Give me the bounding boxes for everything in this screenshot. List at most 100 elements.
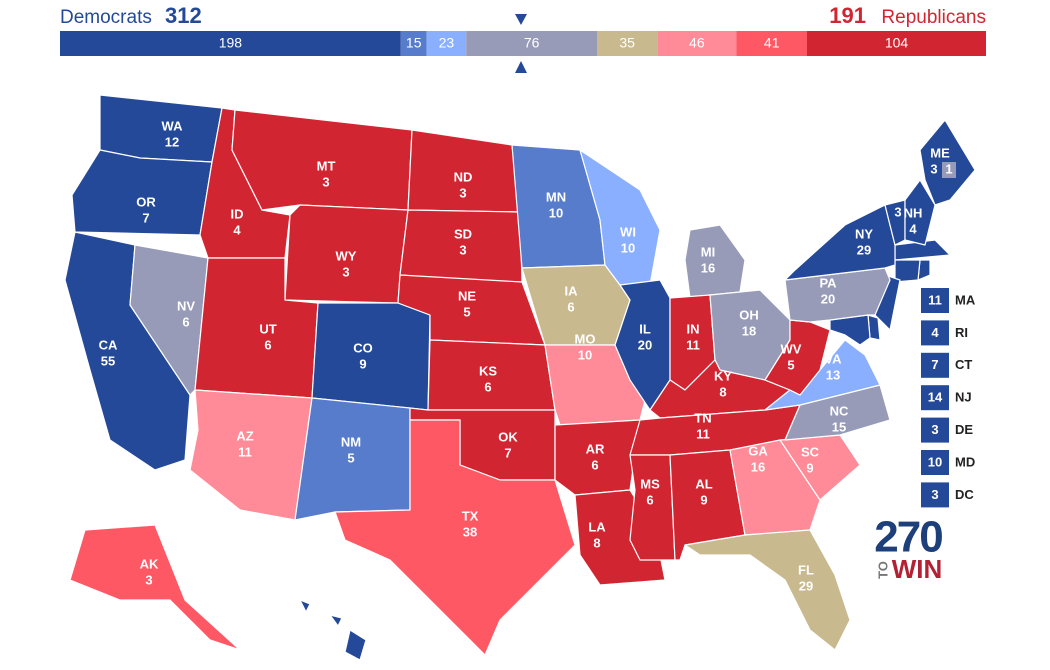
small-state-boxes: 11 MA 4 RI 7 CT 14 NJ 3 DE 10 MD 3 DC [921, 288, 976, 508]
bar-label: 198 [219, 35, 243, 51]
dem-label: Democrats [60, 7, 152, 28]
small-state-box [921, 352, 949, 378]
small-state-votes: 3 [931, 487, 938, 502]
bar-segment [597, 31, 658, 56]
state-votes: 29 [857, 242, 871, 257]
state-shape [904, 179, 936, 246]
state-abbr: FL [798, 562, 814, 577]
small-state-votes: 7 [931, 357, 938, 372]
state-votes: 9 [359, 356, 366, 371]
state-votes: 20 [821, 291, 835, 306]
state-shape [684, 529, 851, 651]
bar-segment [806, 31, 986, 56]
states [64, 94, 976, 661]
state-votes: 16 [751, 459, 765, 474]
state-votes: 6 [264, 337, 271, 352]
state-votes: 3 [459, 185, 466, 200]
state-votes: 12 [165, 134, 179, 149]
state-abbr: NM [341, 434, 361, 449]
state-abbr: GA [748, 443, 768, 458]
bar-segment [426, 31, 467, 56]
state-abbr: CO [353, 340, 373, 355]
state-votes: 9 [700, 492, 707, 507]
bar-segment [736, 31, 807, 56]
seat-bar: 198 15 23 76 35 46 41 104 [60, 31, 986, 56]
bar-label: 76 [524, 35, 540, 51]
state-abbr: VT [890, 188, 907, 203]
state-abbr: PA [819, 275, 837, 290]
state-votes: 29 [799, 578, 813, 593]
state-abbr: NC [830, 403, 849, 418]
state-abbr: IL [639, 321, 651, 336]
state-votes: 3 [342, 264, 349, 279]
state-votes: 55 [101, 353, 115, 368]
state-shape [329, 614, 343, 627]
bar-label: 104 [885, 35, 909, 51]
state-votes: 18 [742, 323, 756, 338]
state-abbr: AL [695, 476, 712, 491]
state-abbr: AK [140, 556, 159, 571]
state-votes: 15 [832, 419, 846, 434]
midpoint-marker [515, 14, 527, 25]
state-shape [344, 629, 367, 661]
small-state-votes: 4 [931, 325, 939, 340]
small-state-abbr: RI [955, 325, 968, 340]
state-abbr: LA [588, 519, 606, 534]
state-abbr: AR [586, 441, 605, 456]
small-state-box [921, 385, 949, 411]
state-abbr: NH [904, 205, 923, 220]
state-abbr: IN [687, 321, 700, 336]
small-state-votes: 10 [928, 454, 942, 469]
small-state-abbr: DC [955, 487, 974, 502]
state-shape [729, 439, 821, 536]
state-votes: 5 [347, 450, 354, 465]
state-votes: 13 [826, 367, 840, 382]
district-votes: 1 [945, 161, 952, 176]
logo-win: WIN [892, 554, 943, 584]
small-state-votes: 3 [931, 422, 938, 437]
state-abbr: MI [701, 244, 715, 259]
state-abbr: MN [546, 189, 566, 204]
state-votes: 5 [787, 357, 794, 372]
state-shape [764, 319, 831, 396]
state-votes: 5 [463, 304, 470, 319]
state-abbr: NE [458, 288, 476, 303]
state-abbr: AZ [236, 428, 253, 443]
bar-label: 15 [406, 35, 422, 51]
state-abbr: ND [454, 169, 473, 184]
state-abbr: IA [565, 283, 579, 298]
state-abbr: UT [259, 321, 276, 336]
state-shape [784, 384, 891, 441]
small-state-abbr: DE [955, 422, 973, 437]
state-abbr: VA [824, 351, 842, 366]
state-abbr: NY [855, 226, 873, 241]
bar-segment [400, 31, 427, 56]
state-shape [784, 204, 896, 281]
small-state-abbr: NJ [955, 390, 972, 405]
bar-label: 35 [619, 35, 635, 51]
state-shape [894, 259, 921, 283]
state-votes: 16 [701, 260, 715, 275]
state-shape [311, 302, 431, 411]
bar-segment [60, 31, 401, 56]
small-state-box [921, 482, 949, 508]
small-state-abbr: MD [955, 454, 975, 469]
small-state-abbr: MA [955, 292, 976, 307]
state-votes: 11 [696, 426, 710, 441]
state-votes: 3 [930, 161, 937, 176]
state-votes: 4 [909, 221, 917, 236]
state-votes: 8 [593, 535, 600, 550]
state-votes: 8 [719, 384, 726, 399]
state-votes: 4 [318, 647, 326, 662]
state-abbr: OH [739, 307, 759, 322]
state-votes: 6 [591, 457, 598, 472]
state-shape [69, 524, 241, 651]
bar-label: 46 [689, 35, 705, 51]
state-abbr: TN [694, 410, 711, 425]
state-votes: 38 [463, 524, 477, 539]
state-votes: 6 [646, 492, 653, 507]
state-votes: 10 [578, 347, 592, 362]
state-shape [334, 419, 576, 656]
small-state-box [921, 320, 949, 346]
